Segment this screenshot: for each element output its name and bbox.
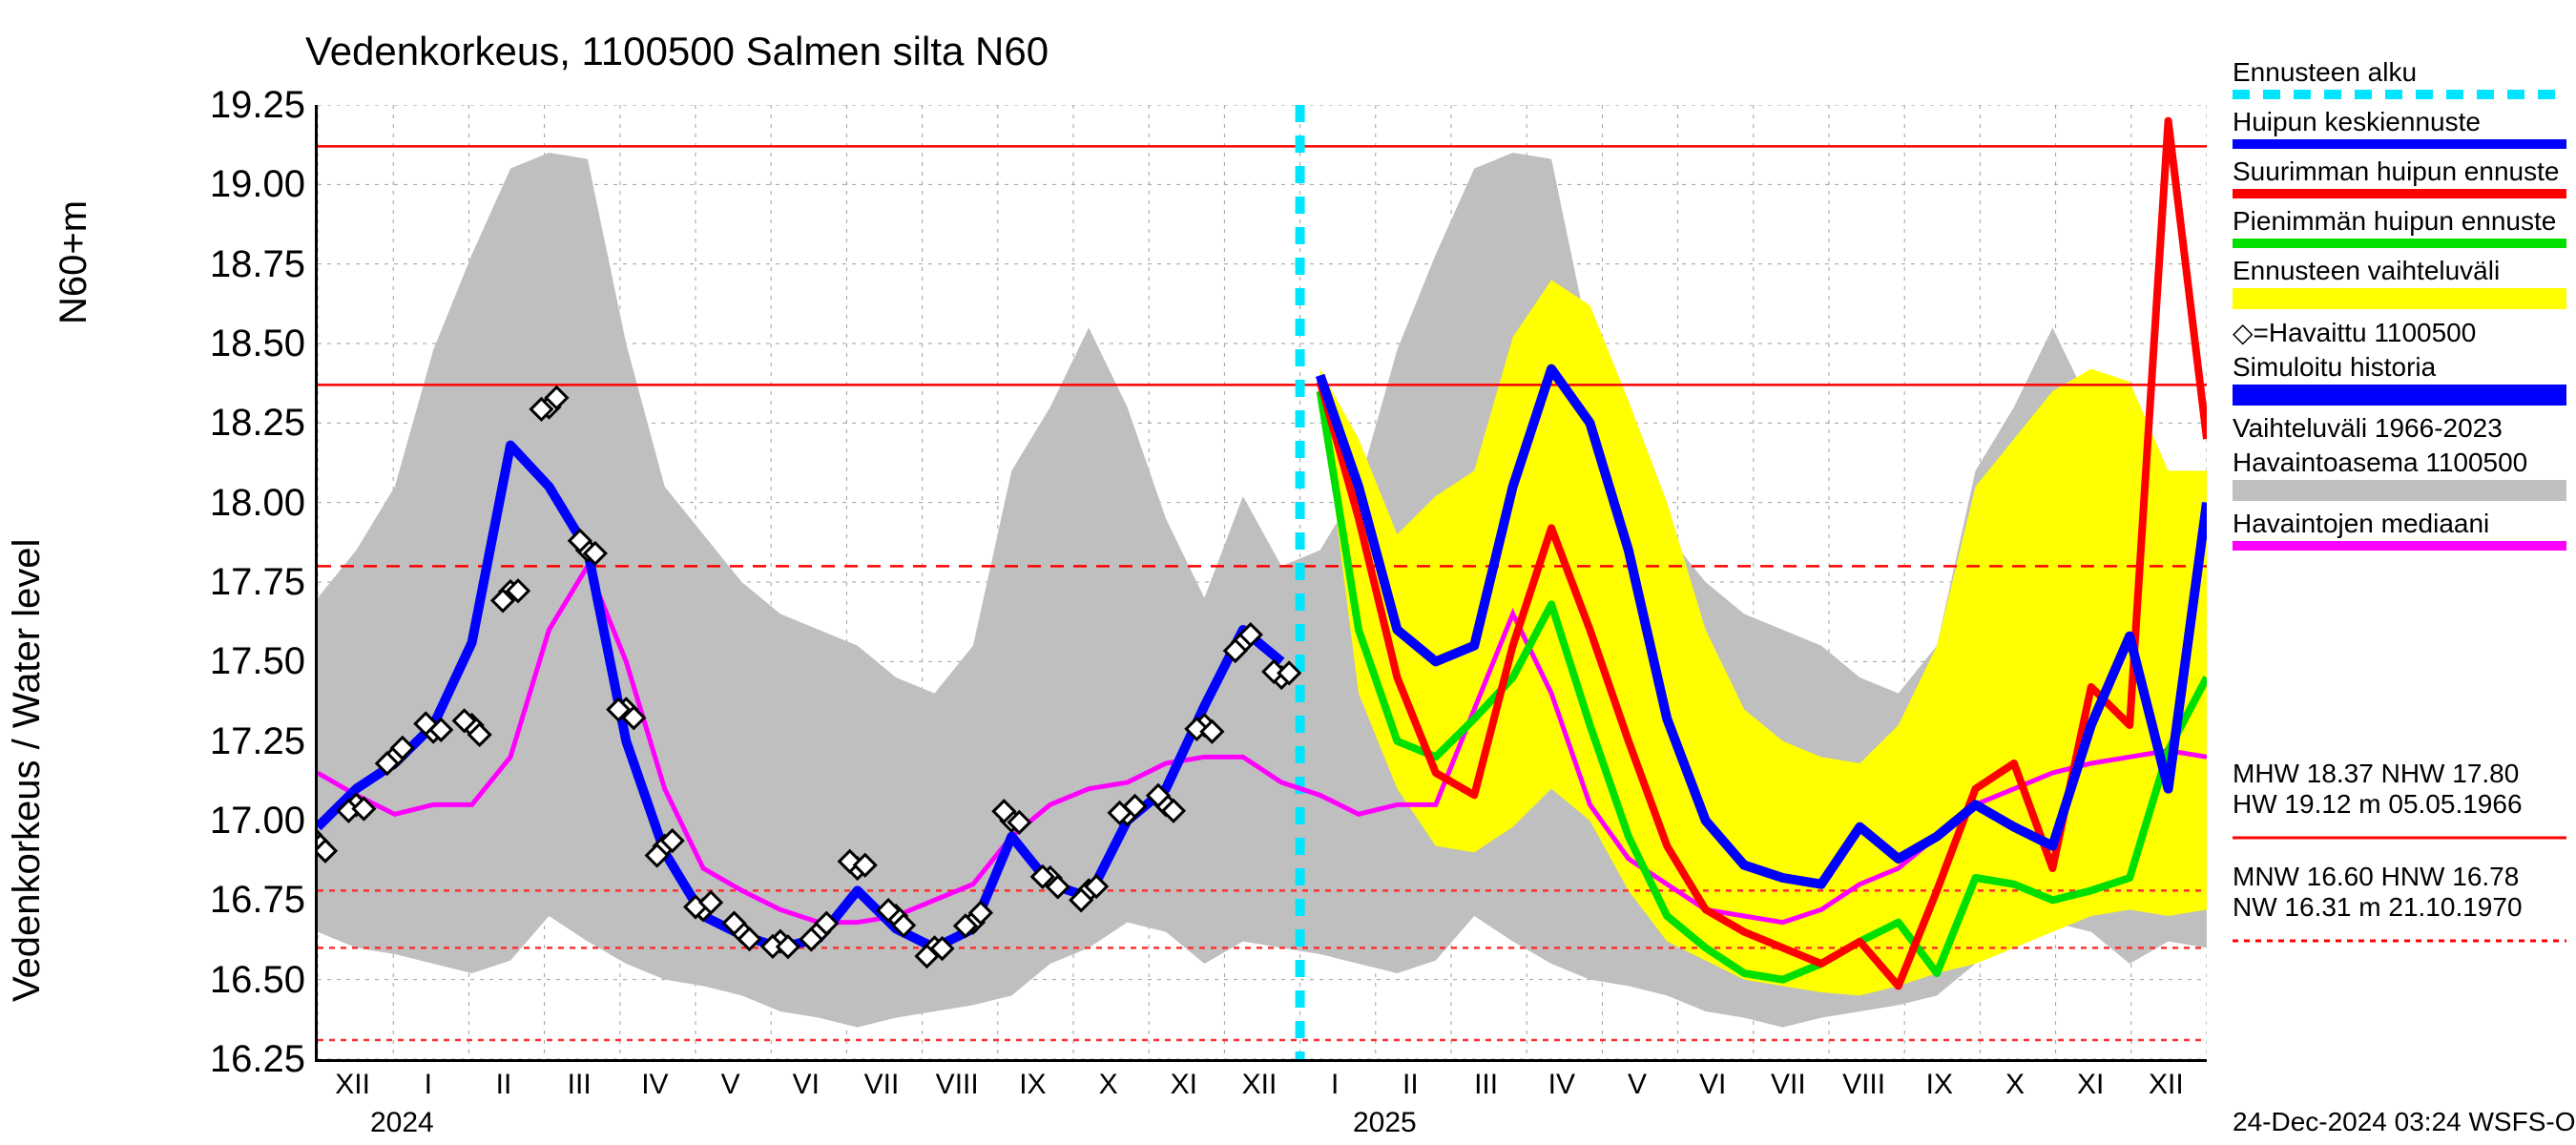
x-tick-month: VIII bbox=[1842, 1069, 1885, 1101]
x-tick-month: I bbox=[1331, 1069, 1339, 1101]
legend-item: Ennusteen vaihteluväli bbox=[2233, 256, 2566, 309]
legend-label: Suurimman huipun ennuste bbox=[2233, 156, 2566, 187]
legend-swatch bbox=[2233, 385, 2566, 406]
x-tick-month: XII bbox=[2149, 1069, 2184, 1101]
x-tick-month: V bbox=[1628, 1069, 1647, 1101]
legend-swatch bbox=[2233, 189, 2566, 198]
legend-swatch bbox=[2233, 239, 2566, 248]
y-axis-label-2: N60+m bbox=[52, 200, 95, 324]
x-tick-month: VII bbox=[1771, 1069, 1806, 1101]
chart-container: Vedenkorkeus, 1100500 Salmen silta N60 V… bbox=[0, 0, 2576, 1145]
stat-hw: HW 19.12 m 05.05.1966 bbox=[2233, 789, 2566, 820]
stat-mnw: MNW 16.60 HNW 16.78 bbox=[2233, 862, 2566, 892]
legend-swatch bbox=[2233, 541, 2566, 551]
chart-title: Vedenkorkeus, 1100500 Salmen silta N60 bbox=[305, 29, 1049, 74]
stat-nw-line bbox=[2233, 935, 2566, 947]
y-tick: 18.25 bbox=[210, 402, 305, 445]
stat-nw: NW 16.31 m 21.10.1970 bbox=[2233, 892, 2566, 923]
y-tick: 16.50 bbox=[210, 959, 305, 1002]
x-tick-month: X bbox=[2005, 1069, 2025, 1101]
legend-label: Ennusteen vaihteluväli bbox=[2233, 256, 2566, 286]
y-tick: 19.00 bbox=[210, 163, 305, 206]
x-tick-month: V bbox=[721, 1069, 740, 1101]
x-tick-month: XII bbox=[335, 1069, 370, 1101]
legend-label: Huipun keskiennuste bbox=[2233, 107, 2566, 137]
legend-label: ◇=Havaittu 1100500 bbox=[2233, 317, 2566, 348]
legend-label: Vaihteluväli 1966-2023 bbox=[2233, 413, 2566, 444]
y-tick: 18.00 bbox=[210, 482, 305, 525]
x-tick-month: I bbox=[425, 1069, 432, 1101]
x-tick-month: X bbox=[1099, 1069, 1118, 1101]
legend-label: Havaintojen mediaani bbox=[2233, 509, 2566, 539]
x-tick-month: IX bbox=[1019, 1069, 1046, 1101]
year-2025: 2025 bbox=[1353, 1107, 1417, 1139]
x-tick-month: III bbox=[1474, 1069, 1498, 1101]
x-tick-month: IX bbox=[1926, 1069, 1953, 1101]
stat-mhw: MHW 18.37 NHW 17.80 bbox=[2233, 759, 2566, 789]
legend-swatch bbox=[2233, 480, 2566, 501]
legend-swatch bbox=[2233, 139, 2566, 149]
legend-item: Vaihteluväli 1966-2023 bbox=[2233, 413, 2566, 444]
x-tick-month: VI bbox=[793, 1069, 820, 1101]
x-tick-month: IV bbox=[1548, 1069, 1575, 1101]
x-tick-month: II bbox=[496, 1069, 512, 1101]
y-tick: 16.75 bbox=[210, 879, 305, 922]
y-tick: 17.25 bbox=[210, 720, 305, 763]
plot-svg bbox=[318, 105, 2207, 1059]
year-2024: 2024 bbox=[370, 1107, 434, 1139]
y-tick: 19.25 bbox=[210, 84, 305, 127]
y-tick: 17.00 bbox=[210, 800, 305, 843]
x-tick-month: VII bbox=[864, 1069, 900, 1101]
x-tick-month: II bbox=[1402, 1069, 1419, 1101]
legend: Ennusteen alku Huipun keskiennuste Suurimm… bbox=[2233, 57, 2566, 558]
legend-label: Havaintoasema 1100500 bbox=[2233, 448, 2566, 478]
y-axis-label-1: Vedenkorkeus / Water level bbox=[6, 539, 49, 1002]
stats-block: MHW 18.37 NHW 17.80 HW 19.12 m 05.05.196… bbox=[2233, 759, 2566, 953]
y-tick: 18.50 bbox=[210, 323, 305, 365]
legend-swatch bbox=[2233, 288, 2566, 309]
y-tick: 18.75 bbox=[210, 243, 305, 286]
legend-item: Ennusteen alku bbox=[2233, 57, 2566, 99]
legend-item: Huipun keskiennuste bbox=[2233, 107, 2566, 149]
stat-hw-line bbox=[2233, 832, 2566, 843]
plot-area bbox=[315, 105, 2207, 1062]
legend-item: Havaintoasema 1100500 bbox=[2233, 448, 2566, 501]
legend-item: Havaintojen mediaani bbox=[2233, 509, 2566, 551]
y-tick: 17.50 bbox=[210, 640, 305, 683]
x-tick-month: IV bbox=[641, 1069, 668, 1101]
x-tick-month: III bbox=[568, 1069, 592, 1101]
legend-label: Pienimmän huipun ennuste bbox=[2233, 206, 2566, 237]
legend-item: Pienimmän huipun ennuste bbox=[2233, 206, 2566, 248]
y-tick: 16.25 bbox=[210, 1038, 305, 1081]
x-tick-month: XI bbox=[1171, 1069, 1197, 1101]
timestamp: 24-Dec-2024 03:24 WSFS-O bbox=[2233, 1107, 2576, 1137]
x-tick-month: VI bbox=[1699, 1069, 1726, 1101]
x-tick-month: VIII bbox=[936, 1069, 979, 1101]
legend-label: Ennusteen alku bbox=[2233, 57, 2566, 88]
legend-item: Simuloitu historia bbox=[2233, 352, 2566, 406]
legend-label: Simuloitu historia bbox=[2233, 352, 2566, 383]
x-tick-month: XI bbox=[2077, 1069, 2104, 1101]
legend-swatch bbox=[2233, 90, 2566, 99]
legend-item: ◇=Havaittu 1100500 bbox=[2233, 317, 2566, 348]
x-tick-month: XII bbox=[1242, 1069, 1278, 1101]
y-tick: 17.75 bbox=[210, 561, 305, 604]
legend-item: Suurimman huipun ennuste bbox=[2233, 156, 2566, 198]
